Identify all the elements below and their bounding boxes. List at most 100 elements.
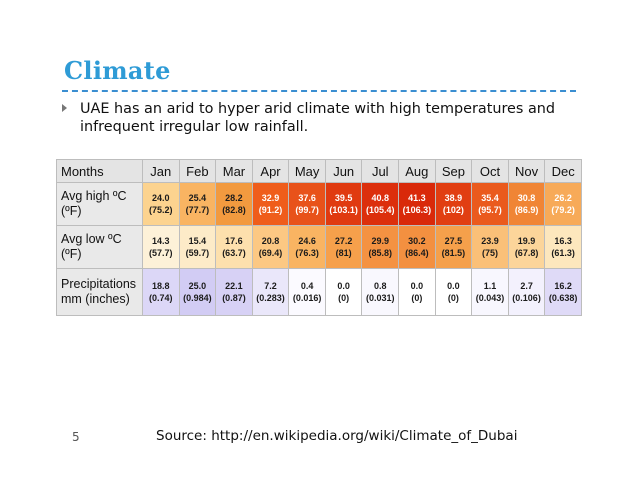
cell-secondary-value: (0.74) [149,293,173,303]
bullet-text: UAE has an arid to hyper arid climate wi… [80,101,556,135]
cell-secondary-value: (75.2) [149,205,173,215]
cell-primary-value: 0.8 [374,281,387,291]
cell-primary-value: 16.3 [554,236,572,246]
cell-primary-value: 32.9 [261,193,280,203]
cell-secondary-value: (69.4) [258,248,283,258]
precipitation-row: Precipitations mm (inches) 18.8 (0.74) 25.0… [56,268,582,316]
cell-primary-value: 0.0 [410,281,424,291]
cell-secondary-value: (106.3) [402,205,432,215]
cell-primary-value: 0.0 [337,281,350,291]
data-cell: 35.4 (95.7) [471,182,509,226]
cell-primary-value: 41.3 [408,193,426,203]
cell-secondary-value: (0.87) [222,293,246,303]
data-cell: 0.0 (0) [398,268,436,316]
cell-secondary-value: (63.7) [222,248,246,258]
cell-primary-value: 29.9 [371,236,390,246]
cell-primary-value: 2.7 [520,281,533,291]
data-cell: 0.8 (0.031) [361,268,400,316]
cell-secondary-value: (99.7) [295,205,319,215]
header-nov: Nov [507,159,546,183]
cell-secondary-value: (102) [442,205,464,215]
data-cell: 0.0 (0) [324,268,363,316]
row-label: Avg low ºC (ºF) [56,225,143,269]
data-cell: 23.9 (75) [471,225,509,269]
table-body: Avg high ºC (ºF) 24.0 (75.2) 25.4 (77.7) 28.2… [56,182,582,316]
data-cell: 0.0 (0) [434,268,473,316]
cell-secondary-value: (81.5) [441,248,466,258]
cell-primary-value: 7.2 [264,281,277,291]
cell-secondary-value: (0.106) [512,293,541,303]
cell-secondary-value: (61.3) [551,248,575,258]
header-oct: Oct [471,159,509,183]
data-cell: 20.8 (69.4) [251,225,290,269]
cell-secondary-value: (0.043) [475,293,505,303]
bullet-arrow-icon [62,104,67,112]
cell-primary-value: 35.4 [481,193,499,203]
cell-secondary-value: (76.3) [295,248,319,258]
cell-primary-value: 14.3 [152,236,170,246]
cell-primary-value: 30.2 [408,236,426,246]
data-cell: 30.2 (86.4) [398,225,436,269]
cell-primary-value: 30.8 [517,193,536,203]
data-cell: 1.1 (0.043) [471,268,509,316]
cell-secondary-value: (0.984) [183,293,212,303]
data-cell: 2.7 (0.106) [507,268,546,316]
cell-secondary-value: (0) [411,293,423,303]
data-cell: 26.2 (79.2) [544,182,582,226]
data-cell: 37.6 (99.7) [288,182,326,226]
bullet-item: UAE has an arid to hyper arid climate wi… [62,100,582,136]
header-jul: Jul [361,159,400,183]
cell-primary-value: 24.0 [152,193,170,203]
cell-primary-value: 23.9 [481,236,499,246]
header-may: May [288,159,326,183]
cell-secondary-value: (86.4) [405,248,429,258]
cell-secondary-value: (0.016) [292,293,322,303]
row-label: Avg high ºC (ºF) [56,182,143,226]
cell-primary-value: 16.2 [554,281,572,291]
cell-secondary-value: (0.638) [548,293,578,303]
table-header-row: Months Jan Feb Mar Apr May Jun Jul Aug S… [56,159,582,183]
header-sep: Sep [434,159,473,183]
cell-secondary-value: (77.7) [185,205,210,215]
data-cell: 24.0 (75.2) [142,182,180,226]
cell-secondary-value: (85.8) [368,248,393,258]
data-cell: 17.6 (63.7) [215,225,253,269]
cell-primary-value: 17.6 [225,236,243,246]
cell-primary-value: 39.5 [334,193,353,203]
data-cell: 25.0 (0.984) [178,268,217,316]
cell-secondary-value: (95.7) [478,205,502,215]
cell-primary-value: 18.8 [152,281,170,291]
data-cell: 27.2 (81) [324,225,363,269]
cell-primary-value: 37.6 [298,193,316,203]
data-cell: 22.1 (0.87) [215,268,253,316]
slide-number: 5 [72,430,80,444]
cell-secondary-value: (105.4) [365,205,395,215]
data-cell: 16.2 (0.638) [544,268,582,316]
data-cell: 30.8 (86.9) [507,182,546,226]
cell-primary-value: 27.2 [334,236,353,246]
header-months: Months [56,159,143,183]
header-feb: Feb [178,159,217,183]
row-label: Precipitations mm (inches) [56,268,143,316]
data-cell: 7.2 (0.283) [251,268,290,316]
data-cell: 28.2 (82.8) [215,182,253,226]
header-jan: Jan [142,159,180,183]
cell-primary-value: 28.2 [225,193,243,203]
header-dec: Dec [544,159,582,183]
cell-primary-value: 38.9 [444,193,463,203]
cell-secondary-value: (59.7) [185,248,210,258]
cell-secondary-value: (0.031) [365,293,395,303]
cell-secondary-value: (79.2) [551,205,575,215]
cell-secondary-value: (82.8) [222,205,246,215]
avg-high-row: Avg high ºC (ºF) 24.0 (75.2) 25.4 (77.7) 28.2… [56,182,582,226]
source-citation: Source: http://en.wikipedia.org/wiki/Cli… [156,428,518,444]
data-cell: 19.9 (67.8) [507,225,546,269]
header-apr: Apr [251,159,290,183]
data-cell: 18.8 (0.74) [142,268,180,316]
cell-primary-value: 25.4 [188,193,207,203]
data-cell: 15.4 (59.7) [178,225,217,269]
data-cell: 39.5 (103.1) [324,182,363,226]
avg-low-row: Avg low ºC (ºF) 14.3 (57.7) 15.4 (59.7) 17.6 (… [56,225,582,269]
cell-primary-value: 1.1 [483,281,497,291]
header-aug: Aug [398,159,436,183]
